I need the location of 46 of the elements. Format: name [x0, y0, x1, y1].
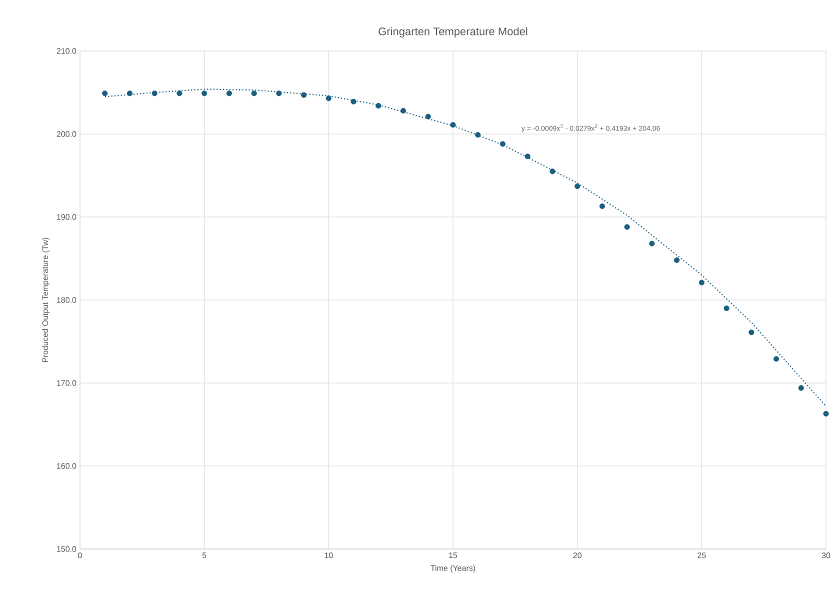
point — [425, 114, 431, 120]
point — [475, 132, 481, 138]
x-axis-title: Time (Years) — [430, 565, 476, 573]
x-tick-label: 0 — [78, 552, 82, 558]
point — [152, 90, 158, 96]
point — [698, 280, 704, 286]
point — [624, 224, 630, 230]
point — [574, 183, 580, 190]
point — [400, 108, 406, 114]
point — [798, 385, 804, 391]
point — [724, 305, 730, 312]
point — [550, 168, 556, 174]
x-tick-label: 15 — [449, 552, 458, 558]
point — [748, 330, 754, 336]
point — [176, 90, 182, 96]
y-tick-label: 200.0 — [56, 131, 76, 137]
x-tick-label: 30 — [822, 552, 830, 558]
x-tick-label: 10 — [324, 552, 333, 558]
y-tick-label: 180.0 — [57, 297, 76, 303]
y-axis-title: Produced Output Temperature (Tw) — [42, 238, 50, 362]
point — [376, 102, 382, 109]
point — [649, 240, 655, 246]
point — [599, 203, 606, 210]
point — [251, 90, 257, 96]
point — [276, 90, 282, 96]
point — [500, 141, 506, 147]
y-tick-label: 170.0 — [57, 380, 76, 386]
point — [202, 90, 208, 96]
point — [450, 122, 456, 128]
point — [226, 90, 232, 96]
y-tick-label: 210.0 — [56, 48, 76, 54]
y-tick-label: 160.0 — [57, 463, 76, 469]
y-tick-label: 150.0 — [57, 546, 76, 552]
point — [773, 356, 780, 362]
x-tick-label: 5 — [202, 552, 206, 558]
y-tick-label: 190.0 — [57, 214, 76, 220]
point — [674, 257, 680, 263]
chart-title: Gringarten Temperature Model — [378, 27, 528, 38]
x-tick-label: 20 — [573, 552, 582, 558]
point — [126, 90, 133, 96]
point — [326, 96, 332, 102]
point — [102, 90, 108, 96]
point — [524, 154, 530, 160]
point — [350, 98, 356, 104]
point — [301, 92, 307, 98]
x-tick-label: 25 — [698, 552, 706, 558]
